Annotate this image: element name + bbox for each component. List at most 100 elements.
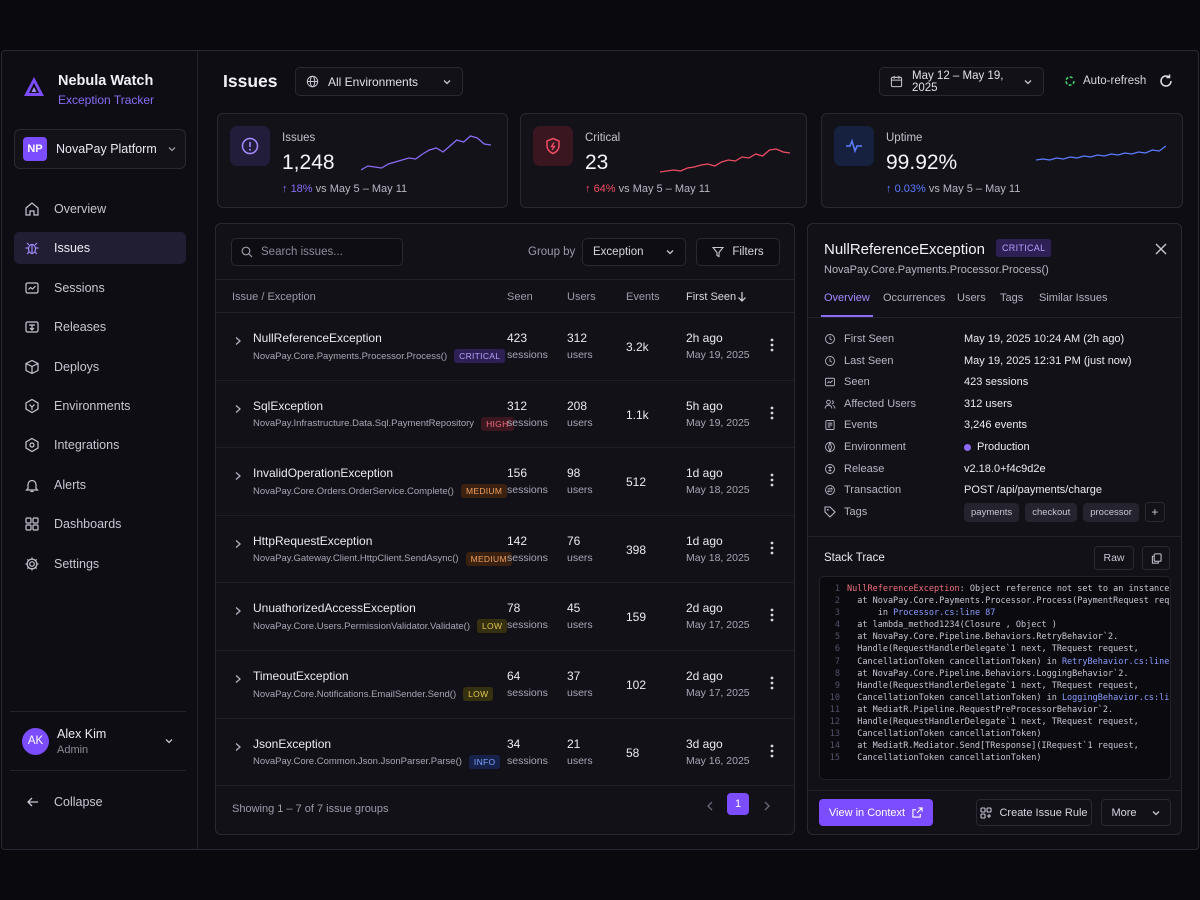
stack-text: Handle(RequestHandlerDelegate`1 next, TR… (847, 717, 1139, 728)
column-header-users[interactable]: Users (567, 291, 596, 303)
filter-icon (712, 246, 725, 258)
environment-select[interactable]: All Environments (295, 67, 463, 96)
chevron-down-icon (1152, 810, 1159, 815)
project-avatar: NP (23, 137, 47, 161)
chevron-right-icon[interactable] (234, 605, 242, 619)
tag-chip[interactable]: payments (964, 502, 1020, 522)
sidebar-item-issues[interactable]: Issues (14, 232, 186, 265)
stat-card-critical: Critical 23 ↑ 64% vs May 5 – May 11 (520, 113, 807, 208)
users-unit: users (567, 687, 593, 699)
table-row[interactable]: InvalidOperationException NovaPay.Core.Or… (216, 448, 794, 516)
group-by-select[interactable]: Exception (582, 238, 686, 266)
chevron-right-icon[interactable] (234, 403, 242, 417)
tab-occurrences[interactable]: Occurrences (883, 292, 946, 304)
seen-count: 312 (507, 398, 528, 413)
seen-unit: sessions (507, 687, 548, 699)
raw-button[interactable]: Raw (1094, 546, 1134, 570)
copy-button[interactable] (1142, 546, 1170, 570)
more-vertical-icon[interactable] (765, 337, 779, 353)
sidebar-item-environments[interactable]: Environments (14, 390, 186, 422)
column-header-seen[interactable]: Seen (507, 291, 533, 303)
sidebar-item-dashboards[interactable]: Dashboards (14, 508, 186, 540)
table-row[interactable]: NullReferenceException NovaPay.Core.Payme… (216, 313, 794, 381)
tab-tags[interactable]: Tags (1000, 292, 1024, 304)
chevron-right-icon[interactable] (234, 538, 242, 552)
table-row[interactable]: SqlException NovaPay.Infrastructure.Data.… (216, 381, 794, 449)
environments-icon-wrap (24, 398, 40, 414)
bug-icon (25, 242, 39, 255)
showing-count: Showing 1 – 7 of 7 issue groups (232, 803, 389, 815)
users-count: 37 (567, 669, 581, 683)
issue-method: NovaPay.Infrastructure.Data.Sql.PaymentR… (253, 418, 475, 430)
events-icon (825, 420, 835, 431)
sidebar-item-alerts[interactable]: Alerts (14, 469, 186, 501)
sidebar-item-sessions[interactable]: Sessions (14, 272, 186, 304)
more-vertical-icon[interactable] (765, 675, 779, 691)
tab-similar-issues[interactable]: Similar Issues (1039, 292, 1108, 304)
source-link[interactable]: LoggingBehavior.cs:line 27 (1061, 692, 1171, 703)
stack-trace-code: 1 NullReferenceException: Object referenc… (819, 576, 1171, 780)
source-link[interactable]: RetryBehavior.cs:line 42 (1061, 656, 1170, 667)
collapse-button[interactable]: Collapse (26, 795, 103, 809)
project-selector[interactable]: NP NovaPay Platform (14, 129, 186, 169)
stat-label: Critical (585, 132, 621, 144)
more-vertical-icon[interactable] (765, 405, 779, 421)
line-number: 4 (834, 620, 840, 631)
sidebar-item-integrations[interactable]: Integrations (14, 429, 186, 461)
alert-circle-icon (241, 137, 259, 155)
more-vertical-icon[interactable] (765, 472, 779, 488)
column-header-first-seen[interactable]: First Seen (686, 291, 737, 303)
chevron-right-icon[interactable] (762, 800, 772, 812)
source-link[interactable]: Processor.cs:line 87 (893, 608, 996, 619)
tab-users[interactable]: Users (957, 292, 986, 304)
first-seen-date: May 19, 2025 (686, 349, 750, 361)
chevron-right-icon[interactable] (234, 673, 242, 687)
line-number: 8 (834, 668, 840, 679)
search-input[interactable] (261, 246, 391, 258)
tab-overview[interactable]: Overview (824, 292, 870, 304)
auto-refresh-toggle[interactable]: Auto-refresh (1064, 75, 1146, 87)
filters-button[interactable]: Filters (696, 238, 780, 266)
more-vertical-icon[interactable] (765, 607, 779, 623)
sessions-icon-wrap (24, 280, 40, 296)
chevron-right-icon[interactable] (234, 741, 242, 755)
page-button-current[interactable]: 1 (727, 793, 749, 815)
detail-field-tags: Tags payments checkout processor + (824, 502, 1174, 522)
sidebar-item-releases[interactable]: Releases (14, 311, 186, 343)
issue-path: NovaPay.Core.Notifications.EmailSender.S… (253, 687, 494, 701)
add-tag-button[interactable]: + (1144, 502, 1165, 522)
refresh-icon[interactable] (1158, 73, 1174, 89)
column-header-issue[interactable]: Issue / Exception (232, 291, 316, 303)
sidebar-item-deploys[interactable]: Deploys (14, 351, 186, 383)
view-in-context-button[interactable]: View in Context (819, 799, 933, 826)
chevron-right-icon[interactable] (234, 335, 242, 349)
chevron-right-icon[interactable] (234, 470, 242, 484)
search-box[interactable] (231, 238, 403, 266)
dashboards-icon-wrap (24, 516, 40, 532)
stat-label: Issues (282, 132, 316, 144)
create-issue-rule-button[interactable]: Create Issue Rule (976, 799, 1092, 826)
sidebar-item-settings[interactable]: Settings (14, 548, 186, 580)
chevron-left-icon[interactable] (705, 800, 715, 812)
field-key: Seen (824, 376, 964, 388)
more-vertical-icon[interactable] (765, 540, 779, 556)
more-vertical-icon[interactable] (765, 743, 779, 759)
table-row[interactable]: JsonException NovaPay.Core.Common.Json.Js… (216, 719, 794, 787)
sessions-icon (25, 282, 39, 294)
table-row[interactable]: UnuathorizedAccessException NovaPay.Core.… (216, 583, 794, 651)
column-header-events[interactable]: Events (626, 291, 660, 303)
shield-alert-icon-box (533, 126, 573, 166)
tag-chip[interactable]: checkout (1025, 502, 1078, 522)
date-range-select[interactable]: May 12 – May 19, 2025 (879, 67, 1044, 96)
close-icon[interactable] (1154, 242, 1168, 256)
gear-icon-wrap (24, 556, 40, 572)
field-value: POST /api/payments/charge (964, 484, 1102, 496)
sort-desc-icon[interactable] (737, 291, 747, 303)
user-menu[interactable]: AK Alex Kim Admin (10, 711, 186, 771)
sidebar-item-overview[interactable]: Overview (14, 193, 186, 225)
tag-chip[interactable]: processor (1083, 502, 1139, 522)
more-button[interactable]: More (1101, 799, 1171, 826)
table-row[interactable]: TimeoutException NovaPay.Core.Notificatio… (216, 651, 794, 719)
table-row[interactable]: HttpRequestException NovaPay.Gateway.Clie… (216, 516, 794, 584)
stack-line: 6 Handle(RequestHandlerDelegate`1 next, … (820, 643, 1166, 655)
